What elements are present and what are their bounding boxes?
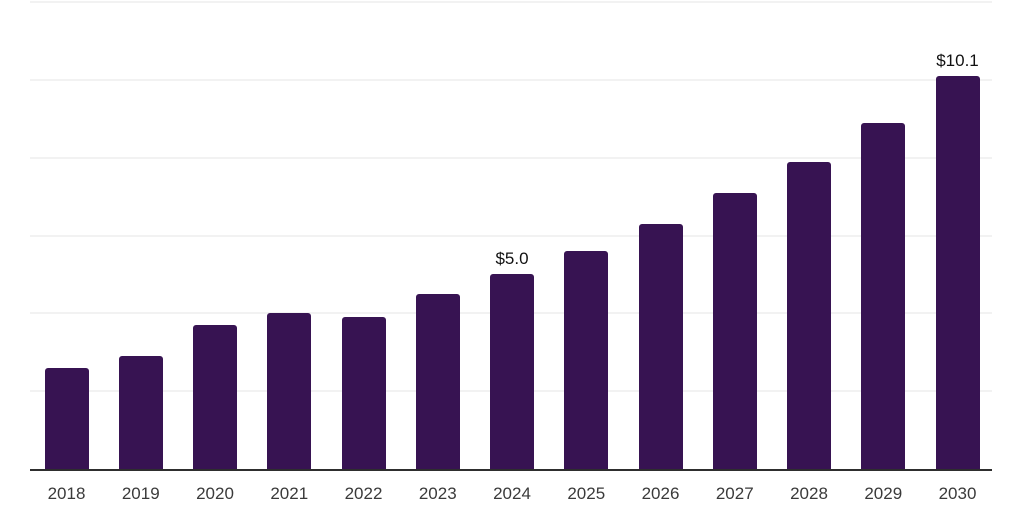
data-label-2030: $10.1 <box>936 50 979 70</box>
bar-2029 <box>861 122 906 469</box>
x-tick-2020: 2020 <box>196 484 234 503</box>
bar-2024 <box>490 274 534 469</box>
bar-2025 <box>564 251 609 469</box>
bar-2028 <box>787 161 831 469</box>
gridline-y-12 <box>30 1 992 3</box>
gridline-y-10 <box>30 78 992 81</box>
bar-2022 <box>341 317 386 469</box>
x-tick-2019: 2019 <box>121 484 160 503</box>
bar-2018 <box>44 367 89 469</box>
x-tick-2029: 2029 <box>864 484 903 503</box>
x-tick-2024: 2024 <box>493 484 531 503</box>
x-tick-2026: 2026 <box>641 484 680 503</box>
bar-2030 <box>935 75 980 469</box>
bar-2023 <box>415 293 460 469</box>
x-tick-2022: 2022 <box>344 484 383 503</box>
bar-2019 <box>118 356 163 469</box>
bar-2027 <box>712 192 757 469</box>
bar-2021 <box>267 313 312 469</box>
bar-2020 <box>193 325 237 469</box>
plot-area: $5.0 $10.1 <box>30 0 992 471</box>
gridline-y-6 <box>30 234 992 237</box>
x-tick-2028: 2028 <box>790 484 828 503</box>
x-tick-2027: 2027 <box>715 484 754 503</box>
x-tick-2030: 2030 <box>938 484 977 503</box>
x-tick-2025: 2025 <box>567 484 606 503</box>
bar-2026 <box>638 223 683 469</box>
data-label-2024: $5.0 <box>495 249 529 269</box>
x-tick-2018: 2018 <box>47 484 86 503</box>
x-tick-2021: 2021 <box>270 484 309 503</box>
x-axis-line <box>30 469 992 471</box>
gridline-y-8 <box>30 156 992 159</box>
x-tick-2023: 2023 <box>418 484 457 503</box>
